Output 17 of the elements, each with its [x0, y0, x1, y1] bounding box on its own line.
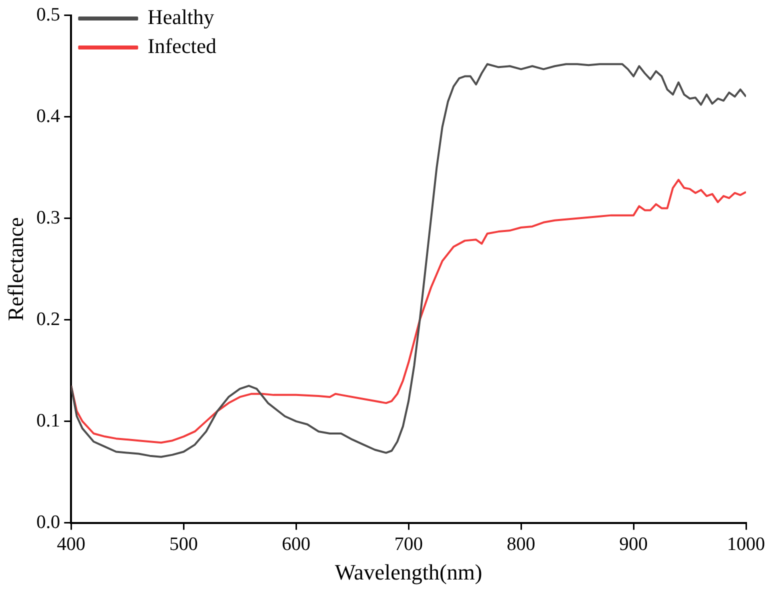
y-tick-label: 0.4	[36, 106, 61, 127]
y-tick-label: 0.2	[36, 308, 60, 330]
y-tick-label: 0.5	[36, 4, 60, 26]
y-tick-label: 0.0	[36, 512, 60, 533]
x-tick-label: 500	[169, 534, 198, 556]
x-tick-label: 900	[619, 534, 648, 556]
legend-label: Infected	[148, 34, 217, 58]
y-tick-label: 0.1	[36, 410, 60, 432]
x-tick-label: 800	[506, 534, 536, 556]
legend-label: Healthy	[148, 5, 215, 30]
y-axis-title: Reflectance	[2, 217, 28, 322]
x-tick-label: 700	[394, 534, 423, 556]
x-tick-label: 1000	[727, 534, 765, 556]
x-axis-title: Wavelength(nm)	[334, 560, 482, 585]
y-tick-label: 0.3	[36, 207, 60, 228]
x-tick-label: 400	[56, 534, 86, 556]
x-tick-label: 600	[282, 534, 310, 556]
